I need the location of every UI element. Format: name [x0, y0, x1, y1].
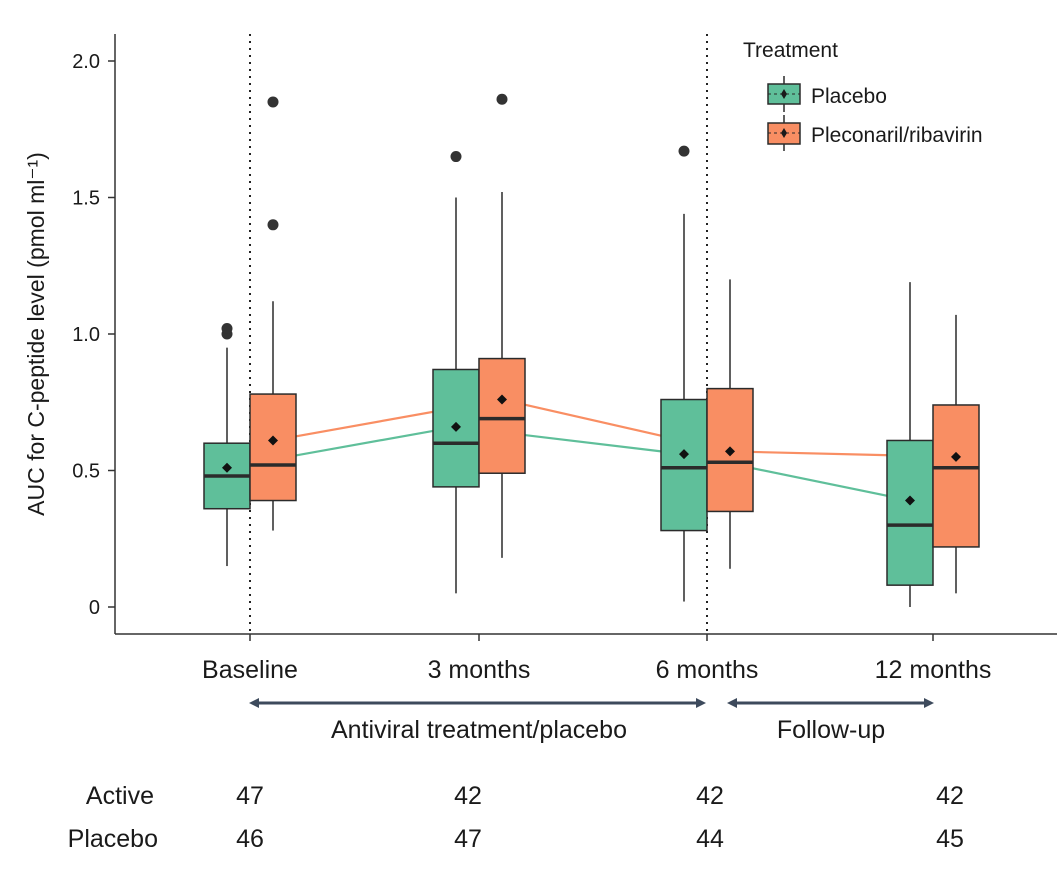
- box-iqr: [660, 398, 708, 532]
- box-pleconaril-0: [249, 96, 297, 531]
- legend-pleconaril-label: Pleconaril/ribavirin: [811, 124, 983, 147]
- marks-layer: [203, 93, 980, 607]
- period2-label: Follow-up: [777, 716, 885, 744]
- x-tick-label: 6 months: [656, 656, 759, 684]
- legend-title: Treatment: [743, 39, 838, 62]
- counts-row-placebo-label: Placebo: [68, 825, 158, 853]
- outlier-point: [678, 145, 690, 157]
- box-placebo-3: [886, 282, 934, 607]
- count-active-6m: 42: [696, 782, 724, 810]
- mean-marker: [905, 495, 915, 506]
- count-placebo-3m: 47: [454, 825, 482, 853]
- box-placebo-2: [660, 145, 708, 602]
- count-placebo-6m: 44: [696, 825, 724, 853]
- legend-placebo-label: Placebo: [811, 85, 887, 108]
- outlier-point: [221, 323, 233, 335]
- count-placebo-12m: 45: [936, 825, 964, 853]
- plot-layer: 0 0.5 1.0 1.5 2.0 Baseline 3 months 6 months 12 …: [72, 34, 991, 684]
- y-tick-label: 1.0: [72, 324, 100, 346]
- legend: Treatment Placebo Pleconaril/ribavirin: [743, 39, 983, 151]
- mean-marker: [222, 462, 232, 473]
- count-active-3m: 42: [454, 782, 482, 810]
- count-placebo-baseline: 46: [236, 825, 264, 853]
- box-pleconaril-1: [478, 93, 526, 558]
- legend-item-pleconaril: Pleconaril/ribavirin: [767, 115, 983, 151]
- counts-row-active-label: Active: [86, 782, 154, 810]
- outlier-point: [496, 93, 508, 105]
- mean-marker: [268, 435, 278, 446]
- y-axis-label: AUC for C-peptide level (pmol ml⁻¹): [23, 152, 49, 516]
- box-placebo-1: [432, 151, 480, 594]
- mean-marker: [679, 449, 689, 460]
- period1-label: Antiviral treatment/placebo: [331, 716, 627, 744]
- box-iqr: [886, 439, 934, 586]
- y-tick-label: 1.5: [72, 188, 100, 210]
- count-active-baseline: 47: [236, 782, 264, 810]
- x-tick-label: 3 months: [428, 656, 531, 684]
- box-iqr: [249, 393, 297, 502]
- y-tick-label: 0: [89, 597, 100, 619]
- box-iqr: [932, 404, 980, 548]
- count-active-12m: 42: [936, 782, 964, 810]
- outlier-point: [267, 219, 279, 231]
- box-pleconaril-3: [932, 314, 980, 594]
- box-pleconaril-2: [706, 279, 754, 569]
- mean-line-placebo: [226, 425, 911, 502]
- x-tick-label: 12 months: [875, 656, 992, 684]
- mean-line-pleconaril: [272, 398, 957, 458]
- mean-marker: [725, 446, 735, 457]
- legend-pleconaril-mean-icon: [781, 128, 787, 138]
- outlier-point: [267, 96, 279, 108]
- outlier-point: [450, 151, 462, 163]
- box-placebo-0: [203, 323, 251, 567]
- legend-item-placebo: Placebo: [767, 76, 887, 112]
- y-tick-label: 0.5: [72, 461, 100, 483]
- mean-marker: [497, 394, 507, 405]
- legend-placebo-mean-icon: [781, 89, 787, 99]
- y-tick-label: 2.0: [72, 51, 100, 73]
- x-tick-label: Baseline: [202, 656, 298, 684]
- mean-marker: [451, 421, 461, 432]
- box-iqr: [478, 357, 526, 474]
- mean-marker: [951, 451, 961, 462]
